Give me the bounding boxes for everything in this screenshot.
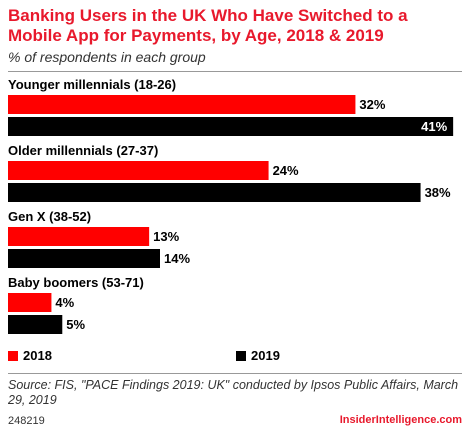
data-label-2019-older-millennials-27-37: 38%	[425, 185, 451, 200]
top-divider	[8, 71, 462, 72]
chart-title: Banking Users in the UK Who Have Switche…	[8, 6, 408, 45]
category-label-gen-x-38-52: Gen X (38-52)	[8, 209, 91, 224]
category-label-older-millennials-27-37: Older millennials (27-37)	[8, 143, 158, 158]
category-label-younger-millennials-18-26: Younger millennials (18-26)	[8, 77, 176, 92]
bar-2019-baby-boomers-53-71	[8, 315, 63, 334]
legend-swatch-2019	[236, 351, 246, 361]
bar-2018-gen-x-38-52	[8, 227, 150, 246]
legend-label-2018: 2018	[23, 348, 52, 363]
bottom-divider	[8, 373, 462, 374]
category-label-baby-boomers-53-71: Baby boomers (53-71)	[8, 275, 144, 290]
bar-2018-younger-millennials-18-26	[8, 95, 356, 114]
chart-id: 248219	[8, 415, 45, 427]
legend-item-2018: 2018	[8, 349, 52, 363]
bar-2019-older-millennials-27-37	[8, 183, 421, 202]
bar-2019-younger-millennials-18-26	[8, 117, 454, 136]
data-label-2019-gen-x-38-52: 14%	[164, 251, 190, 266]
legend-swatch-2018	[8, 351, 18, 361]
bar-chart: Younger millennials (18-26) 32% 41% Older m…	[8, 77, 454, 334]
bar-2018-older-millennials-27-37	[8, 161, 269, 180]
data-label-2019-younger-millennials-18-26: 41%	[421, 119, 447, 134]
legend-item-2019: 2019	[236, 349, 280, 363]
data-label-2018-gen-x-38-52: 13%	[153, 229, 179, 244]
bar-2019-gen-x-38-52	[8, 249, 160, 268]
data-label-2018-baby-boomers-53-71: 4%	[55, 295, 74, 310]
source-note: Source: FIS, "PACE Findings 2019: UK" co…	[8, 378, 459, 407]
data-label-2018-younger-millennials-18-26: 32%	[359, 97, 385, 112]
legend-label-2019: 2019	[251, 348, 280, 363]
bar-2018-baby-boomers-53-71	[8, 293, 52, 312]
data-label-2018-older-millennials-27-37: 24%	[273, 163, 299, 178]
brand-link[interactable]: InsiderIntelligence.com	[339, 414, 462, 426]
chart-subtitle: % of respondents in each group	[8, 49, 206, 65]
data-label-2019-baby-boomers-53-71: 5%	[66, 317, 85, 332]
